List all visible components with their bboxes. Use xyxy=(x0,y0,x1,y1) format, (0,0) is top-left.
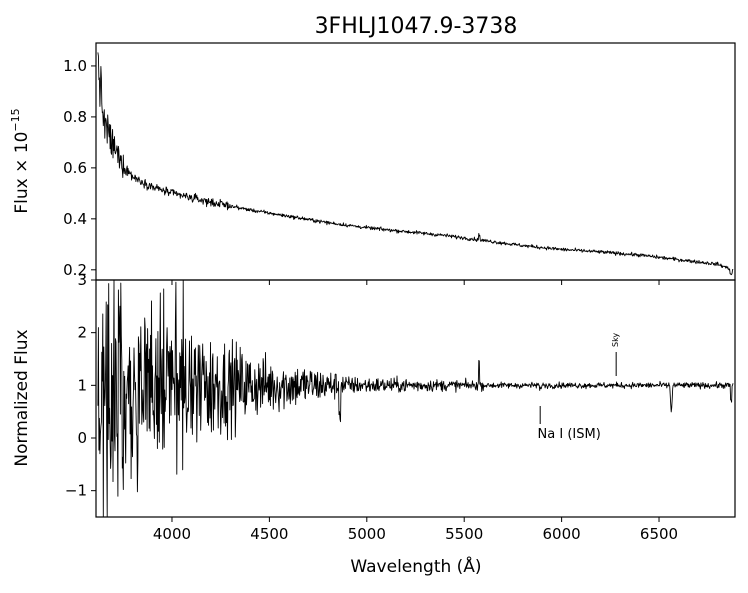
normalized-y-tick-label-2: 1 xyxy=(77,376,87,394)
flux-y-tick-label-4: 1.0 xyxy=(63,57,87,75)
flux-spectrum-line xyxy=(97,52,734,276)
flux-y-label-exponent: −15 xyxy=(9,108,22,131)
normalized-y-tick-label-1: 0 xyxy=(77,429,87,447)
flux-y-label: Flux × 10−15 xyxy=(9,108,32,213)
flux-y-label-base: Flux × 10 xyxy=(12,132,32,214)
flux-panel: 0.2 0.4 0.6 0.8 1.0 Flux × 10−15 xyxy=(9,42,736,281)
normalized-y-ticks: −1 0 1 2 3 xyxy=(65,271,96,500)
flux-y-tick-label-1: 0.4 xyxy=(63,210,87,228)
x-tick-label-5: 6500 xyxy=(640,525,678,543)
flux-y-tick-label-2: 0.6 xyxy=(63,159,87,177)
normalized-panel-frame xyxy=(95,279,736,518)
flux-y-tick-label-0: 0.2 xyxy=(63,261,87,279)
chart-title: 3FHLJ1047.9-3738 xyxy=(315,14,518,39)
na-line-label: Na I (ISM) xyxy=(538,427,601,442)
normalized-y-tick-label-3: 2 xyxy=(77,324,87,342)
flux-y-tick-label-3: 0.8 xyxy=(63,108,87,126)
x-tick-label-0: 4000 xyxy=(153,525,191,543)
sky-line-label: Sky xyxy=(611,333,620,347)
normalized-spectrum-line xyxy=(97,279,734,518)
x-axis-label: Wavelength (Å) xyxy=(350,555,481,577)
normalized-y-label: Normalized Flux xyxy=(12,329,32,466)
x-tick-label-3: 5500 xyxy=(445,525,483,543)
x-tick-label-1: 4500 xyxy=(250,525,288,543)
flux-y-ticks: 0.2 0.4 0.6 0.8 1.0 xyxy=(63,57,96,279)
normalized-y-tick-label-4: 3 xyxy=(77,271,87,289)
flux-panel-frame xyxy=(95,42,736,281)
normalized-panel: −1 0 1 2 3 Normalized Flux Na I (ISM) Sky xyxy=(12,271,736,518)
x-tick-label-2: 5000 xyxy=(348,525,386,543)
x-axis-ticks: 4000 4500 5000 5500 6000 6500 xyxy=(153,280,678,543)
x-tick-label-4: 6000 xyxy=(543,525,581,543)
normalized-y-tick-label-0: −1 xyxy=(65,482,87,500)
